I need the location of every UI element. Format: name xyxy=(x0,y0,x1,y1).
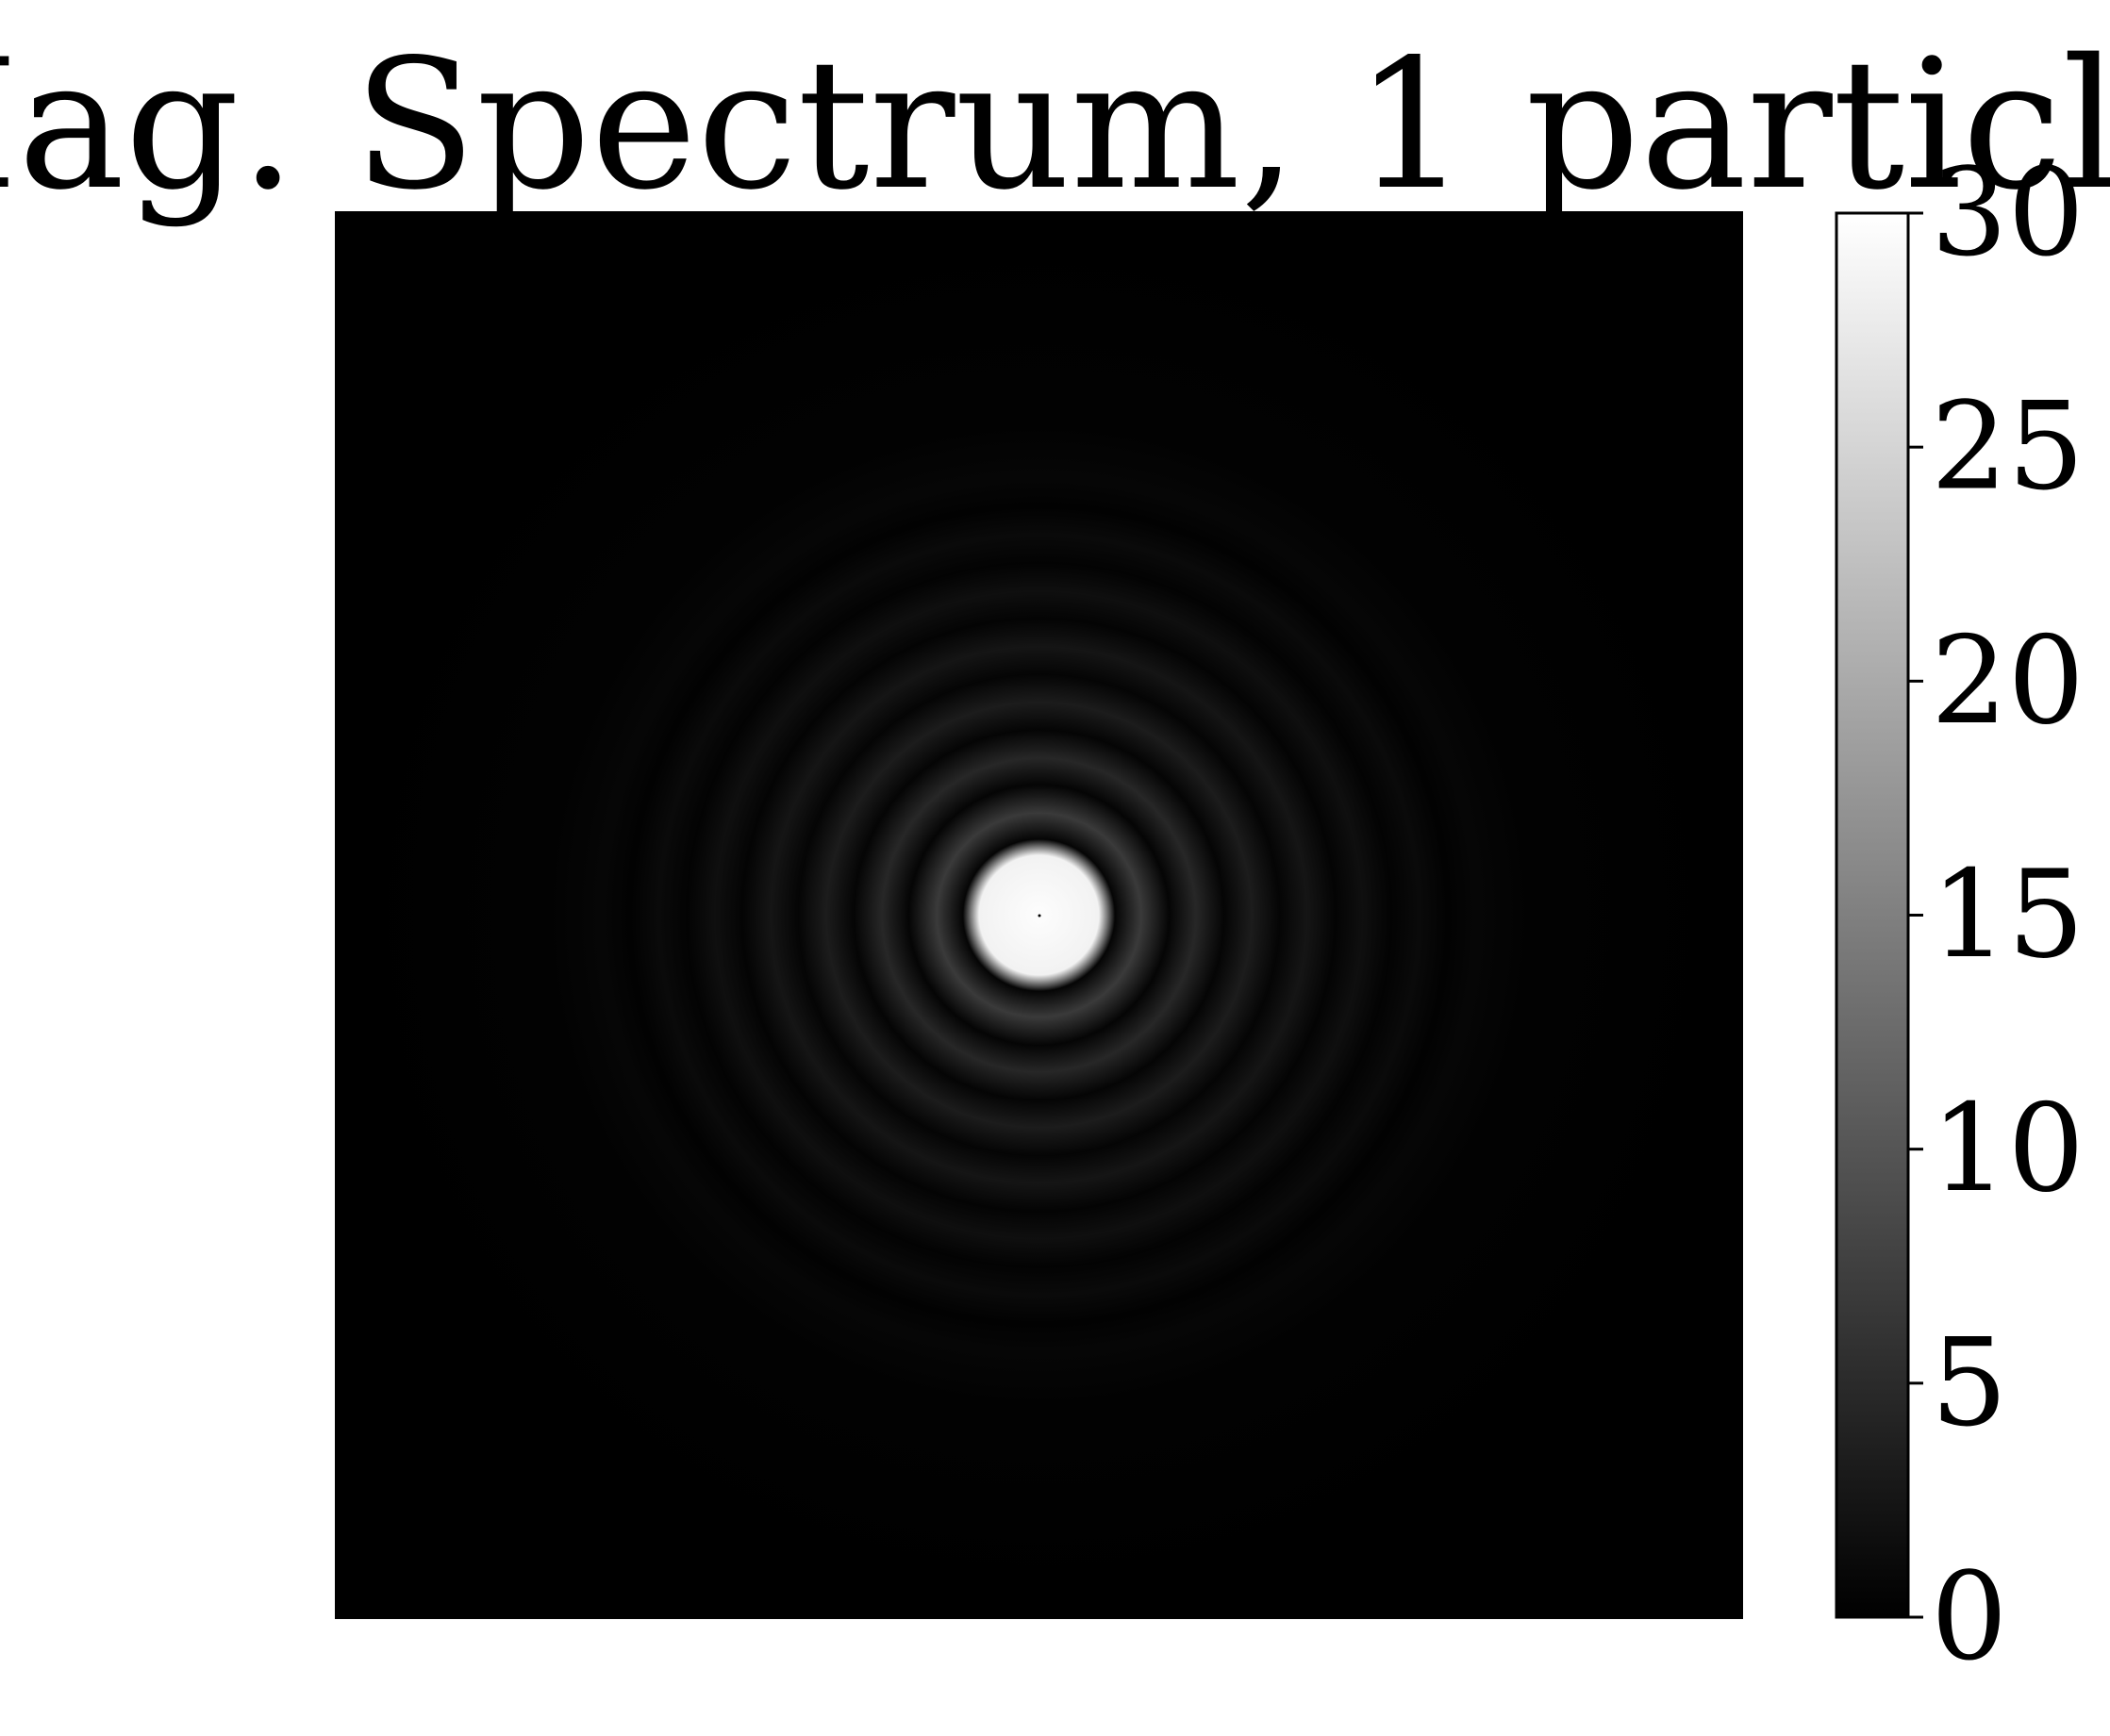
colorbar-tick-label: 15 xyxy=(1931,845,2085,985)
chart-title: Mag. Spectrum, 1 particle xyxy=(0,21,2110,229)
colorbar-tick-label: 0 xyxy=(1931,1547,2007,1688)
center-dot xyxy=(1038,915,1041,918)
colorbar-gradient-bar xyxy=(1836,213,1908,1617)
spectrum-image xyxy=(335,211,1743,1619)
colorbar-tick-label: 5 xyxy=(1931,1313,2007,1453)
colorbar-tick-label: 20 xyxy=(1931,611,2085,752)
colorbar-tick-label: 10 xyxy=(1931,1079,2085,1219)
colorbar-tick-label: 25 xyxy=(1931,377,2085,518)
